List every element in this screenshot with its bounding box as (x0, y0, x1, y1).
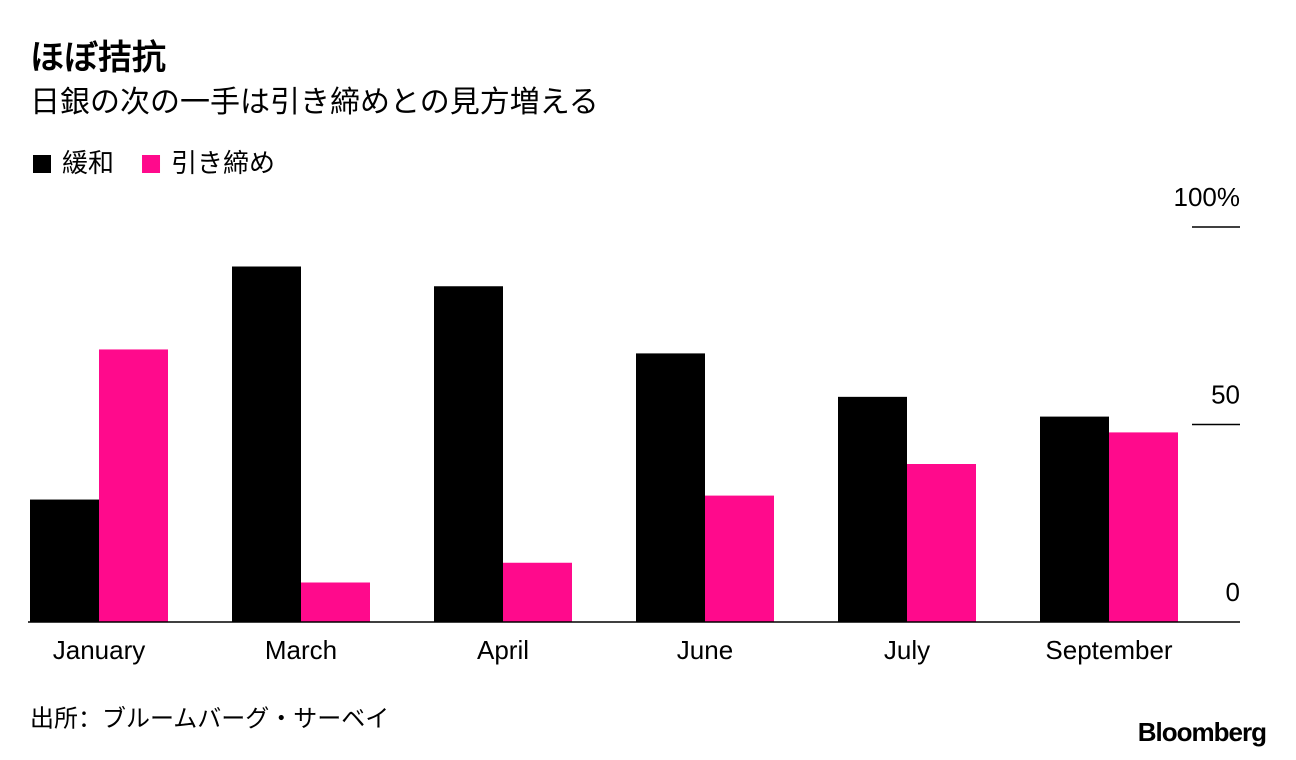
bar (434, 286, 503, 622)
chart-title: ほぼ拮抗 (30, 38, 166, 77)
x-tick-label: March (265, 635, 337, 665)
y-tick-label: 50 (1211, 379, 1240, 409)
legend-swatch (33, 155, 51, 173)
bar (1109, 432, 1178, 622)
x-tick-label: September (1045, 635, 1173, 665)
bar (907, 464, 976, 622)
bar (705, 495, 774, 622)
bar (301, 582, 370, 622)
x-tick-label: June (677, 635, 733, 665)
bar (30, 499, 99, 622)
legend-label: 緩和 (62, 148, 114, 178)
logo: Bloomberg (1138, 717, 1266, 747)
bar (503, 562, 572, 622)
bar (1040, 416, 1109, 622)
bar (838, 396, 907, 622)
bar (232, 266, 301, 622)
bar (99, 349, 168, 622)
bar (636, 353, 705, 622)
source: 出所：ブルームバーグ・サーベイ (30, 705, 389, 732)
legend-label: 引き締め (171, 148, 275, 178)
chart-subtitle: 日銀の次の一手は引き締めとの見方増える (30, 86, 599, 119)
y-tick-label: 100% (1174, 182, 1241, 212)
y-tick-label: 0 (1226, 577, 1240, 607)
x-tick-label: January (53, 635, 146, 665)
x-tick-label: July (884, 635, 930, 665)
x-tick-label: April (477, 635, 529, 665)
legend-swatch (142, 155, 161, 173)
